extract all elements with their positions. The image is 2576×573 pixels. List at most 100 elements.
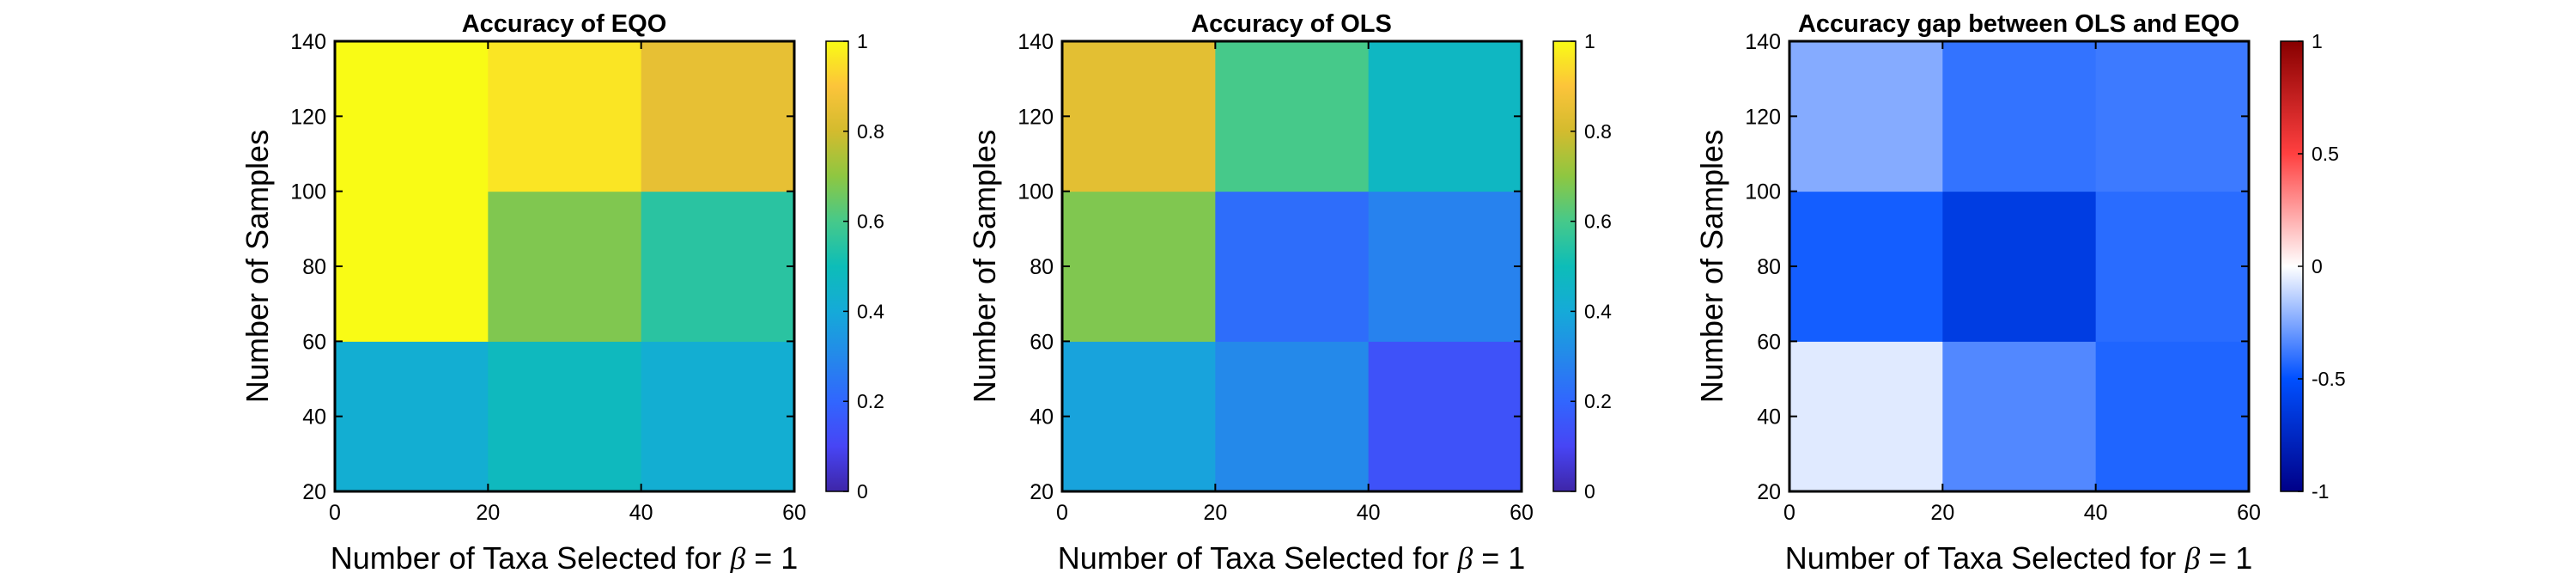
panel-2-title: Accuracy of OLS <box>1191 10 1392 38</box>
heatmap-cell <box>1789 41 1943 192</box>
panel-1-x-axis-label-symbol: β <box>729 541 745 573</box>
heatmap-cell <box>1789 341 1943 492</box>
panel-3-title: Accuracy gap between OLS and EQO <box>1798 10 2239 38</box>
colorbar-tick-label: 0.4 <box>857 300 884 322</box>
x-tick-label: 40 <box>1357 501 1381 525</box>
heatmap-cell <box>2095 191 2250 342</box>
colorbar-tick-label: 0.8 <box>857 120 884 143</box>
heatmap-cell <box>488 41 642 192</box>
y-tick-label: 140 <box>290 30 326 54</box>
panel-1-colorbar-ticks: 0 0.2 0.4 0.6 0.8 1 <box>843 30 884 503</box>
x-tick-label: 0 <box>1056 501 1068 525</box>
y-tick-label: 120 <box>1745 105 1781 129</box>
heatmap-cell <box>1942 341 2097 492</box>
y-tick-label: 40 <box>1030 405 1054 430</box>
x-tick-label: 20 <box>1930 501 1954 525</box>
heatmap-cell <box>2095 41 2250 192</box>
panel-3-y-axis-label: Number of Samples <box>1694 130 1729 403</box>
colorbar-tick-label: 0 <box>857 480 868 503</box>
y-tick-label: 60 <box>1757 330 1781 354</box>
y-tick-label: 80 <box>1757 255 1781 279</box>
panel-1-title: Accuracy of EQO <box>462 10 667 38</box>
heatmap-cell <box>1062 341 1216 492</box>
heatmap-cell <box>1215 191 1370 342</box>
y-tick-label: 60 <box>1030 330 1054 354</box>
y-tick-label: 60 <box>302 330 326 354</box>
panel-1-x-axis-label: Number of Taxa Selected for β = 1 <box>331 540 799 573</box>
panel-1-colorbar <box>825 40 849 492</box>
y-tick-label: 100 <box>1018 180 1054 204</box>
heatmap-cell <box>335 191 489 342</box>
panel-2-x-axis-label-symbol: β <box>1456 541 1473 573</box>
heatmap-cell <box>1942 191 2097 342</box>
heatmap-cell <box>1368 41 1522 192</box>
x-tick-label: 40 <box>2084 501 2108 525</box>
colorbar-tick-label: 1 <box>1584 30 1595 52</box>
panel-3-x-axis-label-symbol: β <box>2184 541 2200 573</box>
panel-2-colorbar <box>1552 40 1577 492</box>
panel-2-x-axis-label: Number of Taxa Selected for β = 1 <box>1058 540 1526 573</box>
y-tick-label: 40 <box>302 405 326 430</box>
panel-3-x-axis-label-suffix: = 1 <box>2200 540 2252 573</box>
y-tick-label: 120 <box>1018 105 1054 129</box>
heatmap-cell <box>1062 191 1216 342</box>
panel-3-x-axis-label-prefix: Number of Taxa Selected for <box>1785 540 2185 573</box>
heatmap-cell <box>641 341 795 492</box>
panel-3-colorbar-ticks: -1 -0.5 0 0.5 1 <box>2298 30 2346 503</box>
panel-2-x-axis-label-suffix: = 1 <box>1473 540 1525 573</box>
colorbar-tick-label: 0.2 <box>1584 390 1612 412</box>
y-tick-label: 20 <box>1757 480 1781 504</box>
x-tick-label: 60 <box>782 501 806 525</box>
panel-1-y-axis-label: Number of Samples <box>240 130 275 403</box>
panel-2-x-axis-label-prefix: Number of Taxa Selected for <box>1058 540 1458 573</box>
panel-2-cells <box>1062 41 1522 492</box>
panel-1-cells <box>335 41 795 492</box>
y-tick-label: 140 <box>1745 30 1781 54</box>
x-tick-label: 20 <box>1203 501 1227 525</box>
y-tick-label: 100 <box>1745 180 1781 204</box>
heatmap-cell <box>335 41 489 192</box>
y-tick-label: 20 <box>1030 480 1054 504</box>
x-tick-label: 0 <box>329 501 341 525</box>
heatmap-cell <box>641 191 795 342</box>
heatmap-cell <box>1368 341 1522 492</box>
y-tick-label: 120 <box>290 105 326 129</box>
heatmap-cell <box>1368 191 1522 342</box>
panel-1-x-axis-label-suffix: = 1 <box>745 540 798 573</box>
panel-2-y-axis-label: Number of Samples <box>967 130 1002 403</box>
heatmap-cell <box>488 341 642 492</box>
x-tick-label: 20 <box>476 501 500 525</box>
y-tick-label: 80 <box>1030 255 1054 279</box>
panel-3-cells <box>1789 41 2250 492</box>
colorbar-tick-label: 0.8 <box>1584 120 1612 143</box>
x-tick-label: 60 <box>2237 501 2261 525</box>
panel-1-x-axis-label-prefix: Number of Taxa Selected for <box>331 540 731 573</box>
colorbar-tick-label: 0.5 <box>2312 143 2339 165</box>
colorbar-tick-label: 0.4 <box>1584 300 1612 322</box>
colorbar-tick-label: -1 <box>2312 480 2329 503</box>
panel-3-x-axis-label: Number of Taxa Selected for β = 1 <box>1785 540 2253 573</box>
x-tick-label: 0 <box>1783 501 1795 525</box>
y-tick-label: 20 <box>302 480 326 504</box>
colorbar-tick-label: 0 <box>2312 255 2323 277</box>
heatmap-cell <box>488 191 642 342</box>
x-tick-label: 40 <box>629 501 653 525</box>
heatmap-cell <box>1062 41 1216 192</box>
colorbar-tick-label: 0 <box>1584 480 1595 503</box>
heatmap-cell <box>2095 341 2250 492</box>
x-tick-label: 60 <box>1510 501 1534 525</box>
colorbar-tick-label: 0.2 <box>857 390 884 412</box>
y-tick-label: 100 <box>290 180 326 204</box>
heatmap-cell <box>1215 41 1370 192</box>
y-tick-label: 40 <box>1757 405 1781 430</box>
colorbar-tick-label: 0.6 <box>1584 210 1612 233</box>
colorbar-tick-label: -0.5 <box>2312 368 2346 390</box>
heatmap-cell <box>335 341 489 492</box>
heatmap-cell <box>641 41 795 192</box>
